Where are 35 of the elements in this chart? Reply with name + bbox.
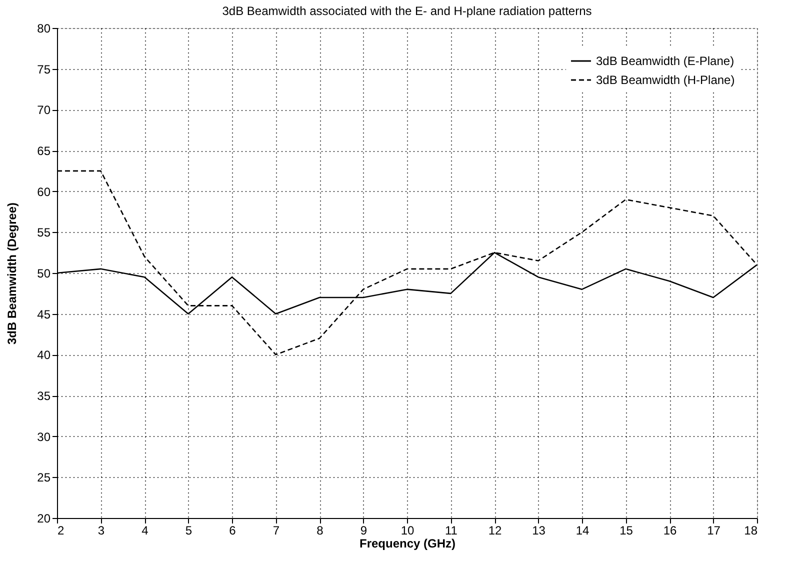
- x-tick-label: 4: [142, 524, 149, 538]
- legend-label: 3dB Beamwidth (H-Plane): [596, 73, 735, 87]
- x-tick-label: 12: [488, 524, 502, 538]
- x-tick-label: 16: [663, 524, 677, 538]
- y-tick-label: 65: [37, 144, 51, 158]
- x-tick-label: 17: [707, 524, 721, 538]
- chart-title: 3dB Beamwidth associated with the E- and H-plane radiation patterns: [222, 4, 592, 18]
- x-tick-label: 10: [400, 524, 414, 538]
- y-tick-label: 30: [37, 430, 51, 444]
- y-tick-label: 35: [37, 389, 51, 403]
- x-tick-label: 15: [620, 524, 634, 538]
- y-tick-label: 75: [37, 62, 51, 76]
- x-tick-label: 7: [272, 524, 280, 538]
- x-tick-label: 13: [532, 524, 546, 538]
- x-tick-label: 11: [445, 524, 458, 538]
- y-tick-label: 40: [37, 348, 51, 362]
- y-tick-label: 70: [37, 103, 51, 118]
- y-tick-label: 80: [37, 22, 51, 36]
- x-tick-label: 9: [360, 524, 368, 538]
- y-tick-label: 60: [37, 184, 51, 199]
- y-axis-title: 3dB Beamwidth (Degree): [5, 202, 20, 345]
- y-tick-label: 50: [37, 266, 51, 280]
- y-tick-label: 45: [37, 307, 51, 322]
- legend-label: 3dB Beamwidth (E-Plane): [596, 54, 734, 68]
- x-tick-label: 18: [744, 524, 758, 538]
- y-tick-label: 25: [37, 470, 51, 485]
- x-axis-title: Frequency (GHz): [359, 536, 456, 550]
- x-tick-label: 8: [316, 524, 324, 538]
- x-tick-label: 14: [576, 524, 590, 538]
- y-tick-label: 55: [37, 226, 51, 240]
- y-tick-label: 20: [37, 512, 51, 526]
- x-tick-label: 5: [185, 524, 192, 538]
- x-tick-label: 2: [58, 524, 64, 538]
- x-tick-label: 3: [98, 524, 105, 538]
- x-tick-label: 6: [229, 524, 236, 538]
